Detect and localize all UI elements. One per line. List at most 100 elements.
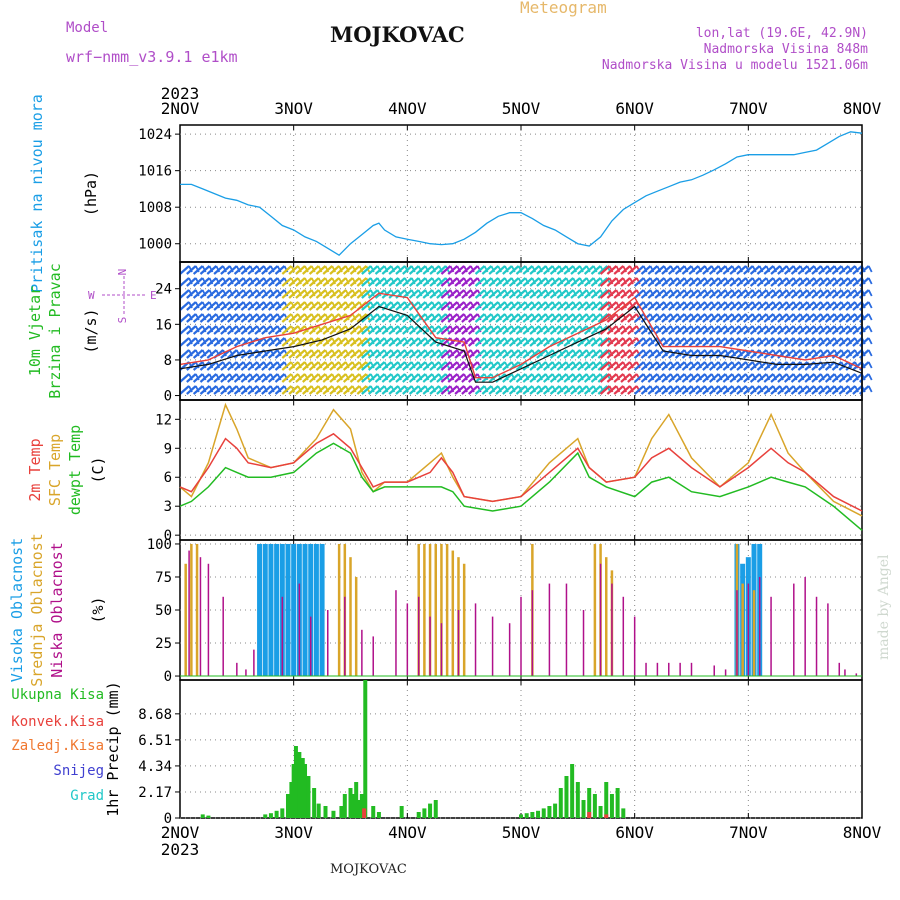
wind-barb — [702, 325, 713, 335]
wind-barb — [374, 277, 386, 287]
wind-barb — [367, 313, 379, 323]
wind-barb — [556, 325, 568, 335]
total-precip-bar — [293, 746, 298, 818]
wind-barb — [502, 325, 513, 335]
wind-barb — [522, 325, 534, 335]
wind-barb — [502, 265, 513, 275]
wind-barb — [415, 289, 427, 299]
wind-barb — [488, 337, 499, 347]
wind-barb — [681, 373, 693, 383]
wind-barb — [702, 337, 713, 347]
wind-barb — [797, 313, 809, 323]
low-cloud-bar — [804, 576, 806, 677]
wind-barb — [206, 265, 218, 275]
wind-barb — [467, 313, 479, 323]
low-cloud-bar — [207, 563, 210, 677]
wind-gust-line — [179, 292, 863, 379]
wind-barb — [804, 277, 815, 287]
wind-barb — [454, 361, 465, 371]
wind-barb — [220, 325, 231, 335]
low-cloud-bar — [361, 629, 363, 677]
wind-barb — [599, 361, 611, 371]
wind-barb — [322, 349, 333, 359]
wind-barb — [613, 385, 624, 395]
wind-barb — [743, 373, 754, 383]
wind-barb — [367, 289, 379, 299]
wind-barb — [599, 301, 611, 311]
wind-barb — [213, 265, 224, 275]
wind-barb — [668, 337, 679, 347]
wind-barb — [199, 277, 211, 287]
wind-barb — [536, 301, 547, 311]
wind-barb — [367, 301, 379, 311]
wind-barb — [777, 349, 788, 359]
wind-barb — [824, 313, 836, 323]
wind-barb — [261, 361, 272, 371]
y-tick-label: 0 — [164, 389, 172, 405]
wind-barb — [756, 385, 768, 395]
wind-barb — [583, 277, 595, 287]
wind-barb — [288, 301, 299, 311]
meteogram-title: Meteogram — [520, 0, 607, 17]
wind-barb — [695, 265, 706, 275]
wind-barb — [261, 337, 272, 347]
wind-barb — [429, 373, 440, 383]
wind-barb — [295, 349, 306, 359]
wind-barb — [288, 313, 299, 323]
wind-barb — [749, 361, 761, 371]
wind-barb — [199, 301, 211, 311]
wind-barb — [522, 337, 534, 347]
wind-barb — [577, 313, 588, 323]
total-precip-bar — [399, 806, 404, 818]
wind-barb — [429, 301, 440, 311]
wind-barb — [674, 301, 686, 311]
total-precip-bar — [348, 788, 353, 818]
wind-barb — [374, 325, 386, 335]
wind-barb — [356, 373, 368, 383]
wind-barb — [563, 361, 574, 371]
wind-barb — [261, 385, 272, 395]
low-cloud-bar — [582, 610, 585, 677]
low-cloud-bar — [245, 669, 247, 677]
wind-barb — [388, 373, 399, 383]
wind-barb — [597, 385, 609, 395]
wind-barb — [783, 277, 795, 287]
wind-barb — [770, 289, 781, 299]
wind-barb — [522, 277, 534, 287]
wind-barb — [240, 265, 252, 275]
wind-barb — [708, 277, 720, 287]
wind-barb — [281, 361, 293, 371]
wind-barb — [583, 301, 595, 311]
wind-barb — [613, 361, 624, 371]
wind-barb — [654, 373, 665, 383]
mid-cloud-bar — [445, 543, 449, 677]
wind-barb — [858, 349, 870, 359]
wind-barb — [688, 337, 699, 347]
wind-barb — [661, 361, 672, 371]
wind-barb — [447, 385, 458, 395]
wind-barb — [668, 361, 679, 371]
wind-barb — [674, 361, 686, 371]
wind-barb — [668, 265, 679, 275]
top-date-label: 6NOV — [615, 99, 654, 118]
wind-barb — [447, 325, 458, 335]
wind-barb — [597, 349, 609, 359]
wind-barb — [852, 265, 863, 275]
wind-barb — [708, 289, 720, 299]
wind-barb-flag — [867, 289, 873, 297]
wind-barb — [536, 289, 547, 299]
wind-barb — [395, 385, 406, 395]
wind-barb — [361, 301, 372, 311]
total-precip-bar — [339, 806, 344, 818]
wind-barb — [274, 313, 286, 323]
wind-barb — [627, 313, 638, 323]
wind-barb — [267, 361, 279, 371]
wind-barb — [274, 373, 286, 383]
wind-barb — [429, 265, 440, 275]
total-precip-bar — [587, 788, 592, 818]
total-precip-bar — [359, 794, 364, 818]
wind-barb — [336, 385, 347, 395]
wind-barb — [495, 301, 506, 311]
wind-barb — [722, 289, 734, 299]
wind-barb — [708, 325, 720, 335]
